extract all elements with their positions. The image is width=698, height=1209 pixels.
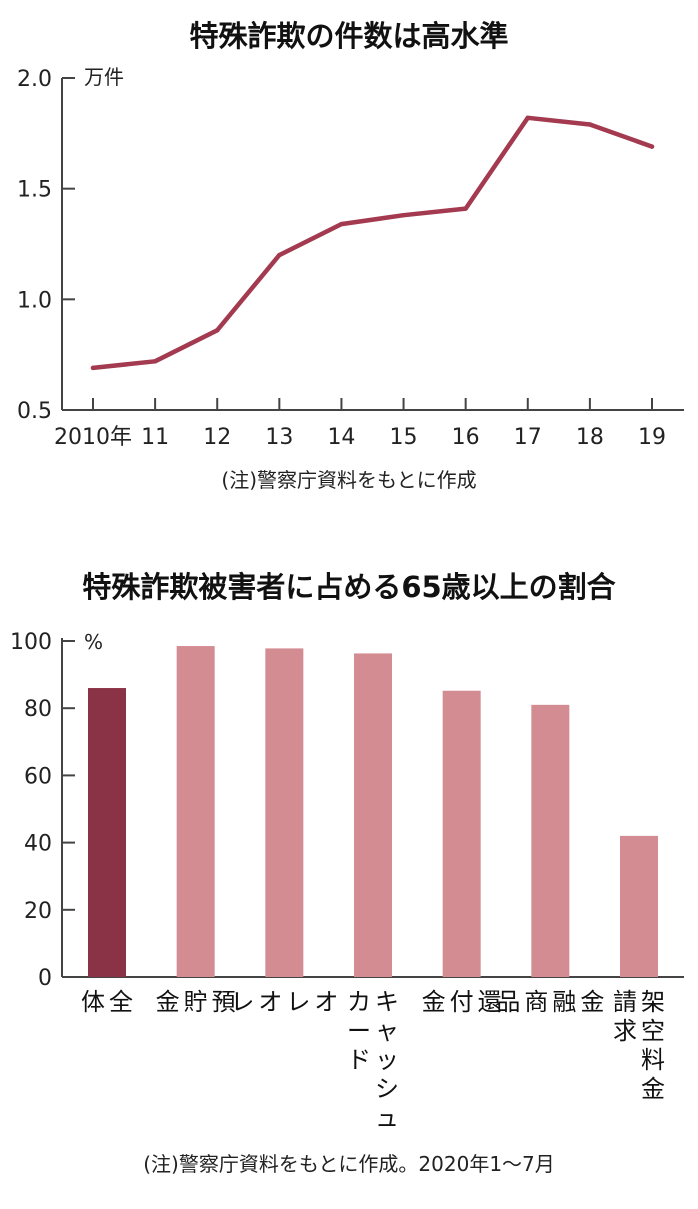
line-x-tick-label: 18 — [576, 425, 604, 450]
bar-y-tick-label: 20 — [24, 899, 52, 924]
bar — [442, 690, 481, 977]
bar-category-char: 全 — [109, 988, 133, 1016]
line-x-tick-label: 14 — [327, 425, 355, 450]
line-point — [215, 328, 220, 333]
line-chart-unit: 万件 — [84, 65, 124, 89]
line-y-tick-label: 2.0 — [17, 67, 52, 92]
bar-chart-title: 特殊詐欺被害者に占める65歳以上の割合 — [82, 570, 615, 604]
bar-category-char: 金 — [422, 988, 446, 1016]
bar-category-char: 請 — [613, 988, 637, 1016]
line-chart-title: 特殊詐欺の件数は高水準 — [189, 19, 508, 53]
bar-category-char: 金 — [156, 988, 180, 1016]
bar-category-label: 還付金 — [422, 988, 502, 1016]
bar-chart-unit: % — [84, 630, 103, 654]
bar — [531, 704, 570, 977]
bar-category-char: 空 — [641, 1017, 665, 1045]
bar-category-char: 金 — [641, 1075, 665, 1103]
bar-category-char: ュ — [375, 1104, 399, 1132]
bar-category-char: 商 — [524, 988, 548, 1016]
bar — [354, 653, 392, 977]
line-x-tick-label: 15 — [390, 425, 418, 450]
bar — [265, 648, 304, 977]
bar-chart-note: (注)警察庁資料をもとに作成。2020年1～7月 — [143, 1152, 555, 1176]
line-point — [463, 206, 468, 211]
line-x-tick-label: 2010年 — [54, 425, 132, 450]
line-chart: 特殊詐欺の件数は高水準 万件 0.5 1.0 1.5 2.0 2010年 11 12 13 1… — [17, 19, 684, 492]
line-x-tick-label: 12 — [203, 425, 231, 450]
bar — [88, 688, 126, 977]
bar-category-char: ド — [347, 1046, 371, 1074]
line-series — [90, 115, 655, 371]
line-points — [90, 115, 655, 371]
bar-category-char: オ — [258, 988, 282, 1016]
bar-category-char: 付 — [450, 988, 474, 1016]
bar-category-char: 求 — [613, 1017, 637, 1045]
bar-y-tick-label: 80 — [24, 697, 52, 722]
bar-y-tick-label: 60 — [24, 764, 52, 789]
line-x-tick-label: 11 — [141, 425, 169, 450]
bar-category-char: 還 — [478, 988, 502, 1016]
bar-category-char: オ — [314, 988, 338, 1016]
bar-category-label: 預貯金 — [156, 988, 236, 1016]
line-x-tick-label: 16 — [452, 425, 480, 450]
line-point — [152, 359, 158, 364]
bar-category-char: シ — [375, 1075, 399, 1103]
bar-category-label: 全体 — [81, 988, 133, 1016]
line-x-axis: 2010年 11 12 13 14 15 16 17 18 19 — [54, 398, 666, 450]
bars — [88, 646, 658, 977]
line-y-axis: 0.5 1.0 1.5 2.0 — [17, 67, 75, 424]
bar-category-char: 架 — [641, 988, 665, 1016]
bar — [620, 835, 658, 977]
line-point — [587, 122, 593, 127]
bar-category-char: 預 — [212, 988, 236, 1016]
bar-category-char: 料 — [641, 1046, 665, 1074]
line-chart-note: (注)警察庁資料をもとに作成 — [221, 468, 476, 492]
bar-y-axis: 0 20 40 60 80 100 — [10, 630, 75, 991]
bar-category-char: ッ — [375, 1046, 399, 1074]
bar-y-tick-label: 40 — [24, 832, 52, 857]
line-point — [339, 221, 344, 227]
bar-y-tick-label: 100 — [10, 630, 52, 655]
bar-category-char: キ — [375, 988, 399, 1016]
bar-category-char: ー — [347, 1017, 371, 1045]
bar-y-tick-label: 0 — [38, 966, 52, 991]
line-x-tick-label: 13 — [265, 425, 293, 450]
line-y-tick-label: 0.5 — [17, 399, 52, 424]
bar-category-char: ャ — [375, 1017, 399, 1045]
line-point — [90, 365, 96, 371]
line-x-tick-label: 19 — [638, 425, 666, 450]
bar-category-char: 融 — [552, 988, 576, 1016]
bar-category-char: 金 — [580, 988, 604, 1016]
bar — [176, 646, 215, 977]
bar-category-char: レ — [286, 988, 310, 1016]
line-x-tick-label: 17 — [514, 425, 542, 450]
line-point — [649, 144, 655, 149]
line-point — [525, 115, 530, 121]
line-point — [277, 252, 282, 258]
line-y-tick-label: 1.0 — [17, 288, 52, 313]
line-y-tick-label: 1.5 — [17, 178, 52, 203]
bar-category-char: カ — [347, 988, 371, 1016]
bar-category-char: 貯 — [184, 988, 208, 1016]
bar-category-char: 品 — [496, 988, 520, 1016]
bar-category-char: 体 — [81, 988, 105, 1016]
bar-category-char: レ — [230, 988, 254, 1016]
line-point — [401, 213, 406, 218]
